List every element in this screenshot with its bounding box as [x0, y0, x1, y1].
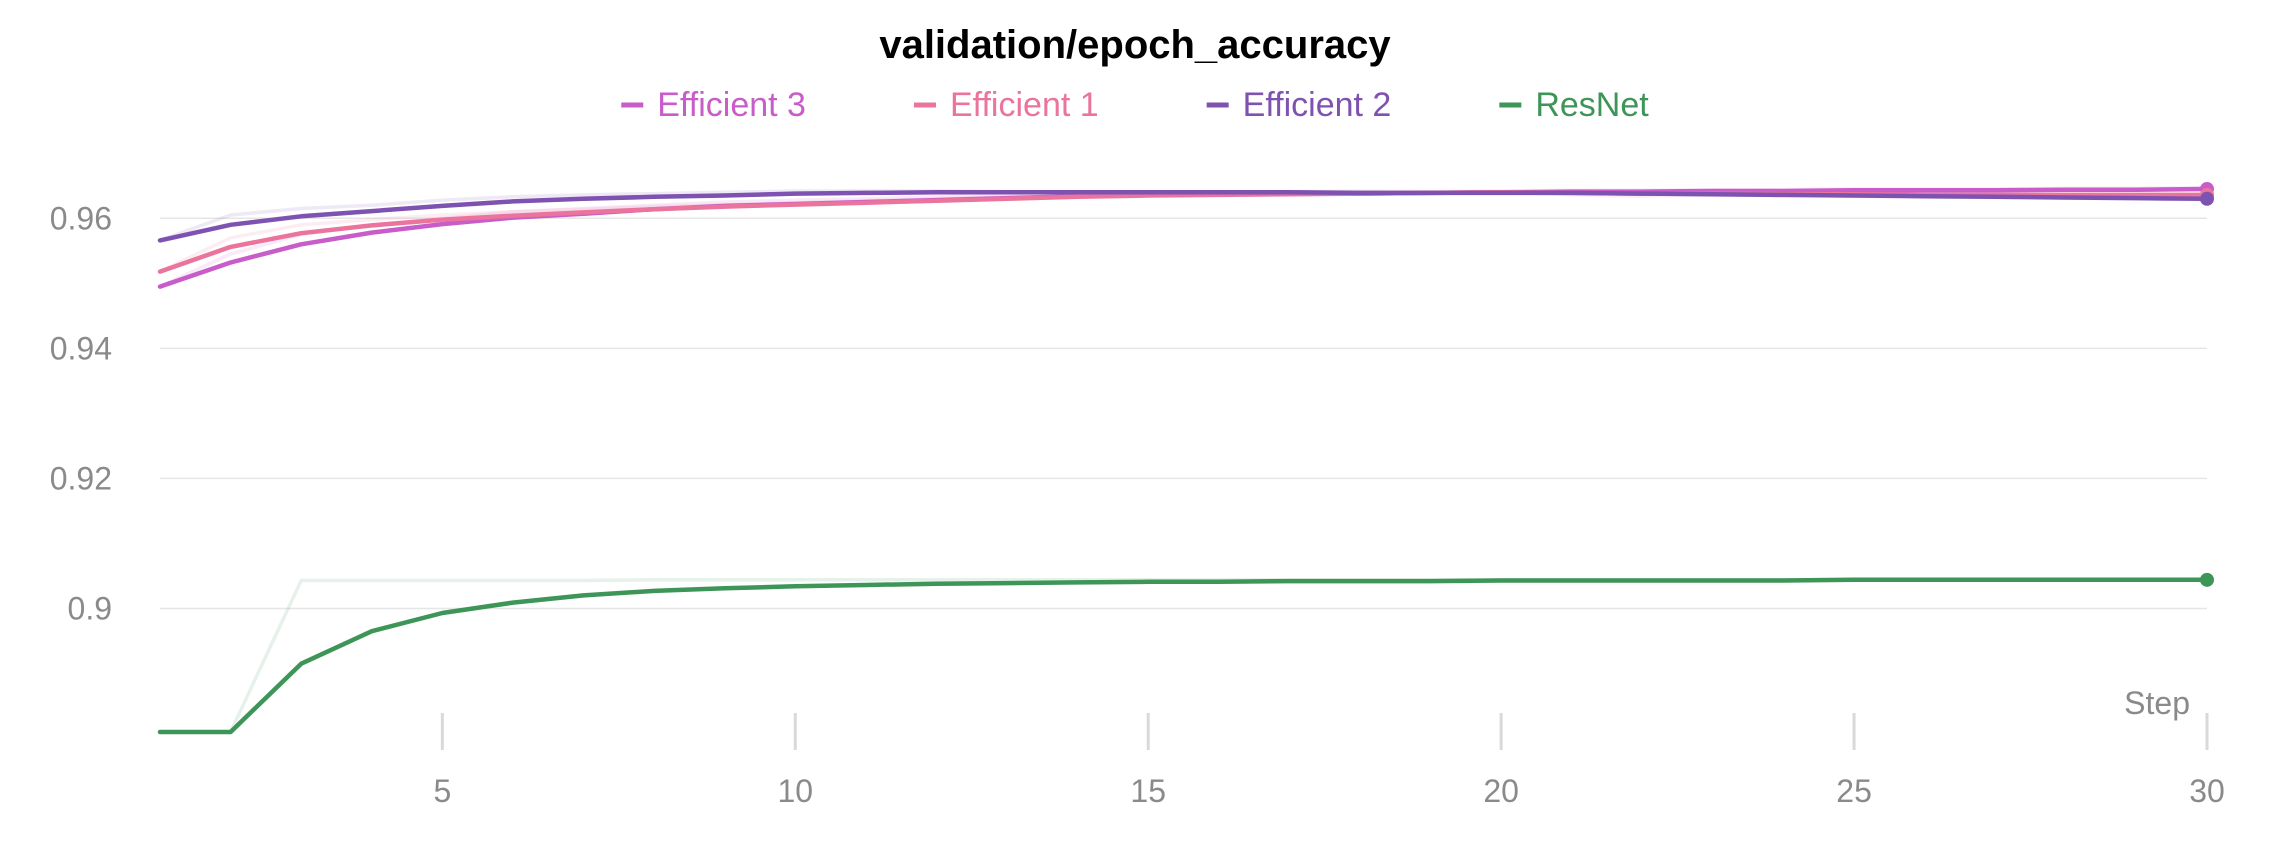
series-group — [157, 186, 2210, 735]
series-line-efficient-2 — [157, 190, 2210, 243]
x-tick-label: 15 — [1130, 773, 1166, 809]
legend-label-efficient-1: Efficient 1 — [950, 86, 1099, 124]
series-endpoint-resnet — [2200, 572, 2214, 587]
series-endpoint-efficient-2 — [2200, 191, 2214, 206]
legend-label-resnet: ResNet — [1535, 86, 1649, 124]
y-tick-label: 0.92 — [50, 460, 112, 496]
x-tick-label: 20 — [1483, 773, 1519, 809]
legend-label-efficient-3: Efficient 3 — [657, 86, 806, 124]
series-endpoints — [2200, 182, 2214, 587]
series-raw-line-resnet — [160, 578, 2207, 734]
x-tick-label: 30 — [2189, 773, 2225, 809]
y-tick-label: 0.96 — [50, 200, 112, 236]
legend-item-resnet: ResNet — [1499, 86, 1649, 124]
legend: Efficient 3 Efficient 1 Efficient 2 ResNet — [621, 86, 1649, 124]
raw-series-group — [159, 185, 2208, 734]
gridlines — [160, 217, 2207, 610]
legend-item-efficient-2: Efficient 2 — [1206, 86, 1392, 124]
x-axis-label: Step — [2124, 685, 2190, 721]
x-axis: 5 10 15 20 25 30 — [433, 713, 2225, 809]
y-tick-label: 0.94 — [50, 330, 112, 366]
x-tick-label: 5 — [433, 773, 451, 809]
chart-title: validation/epoch_accuracy — [879, 23, 1391, 67]
y-axis: 0.9 0.92 0.94 0.96 — [50, 200, 112, 626]
series-line-resnet — [157, 577, 2210, 735]
legend-label-efficient-2: Efficient 2 — [1243, 86, 1392, 124]
x-tick-label: 10 — [777, 773, 813, 809]
legend-item-efficient-3: Efficient 3 — [621, 86, 806, 124]
y-tick-label: 0.9 — [68, 590, 112, 626]
x-tick-label: 25 — [1836, 773, 1872, 809]
legend-item-efficient-1: Efficient 1 — [913, 86, 1099, 124]
